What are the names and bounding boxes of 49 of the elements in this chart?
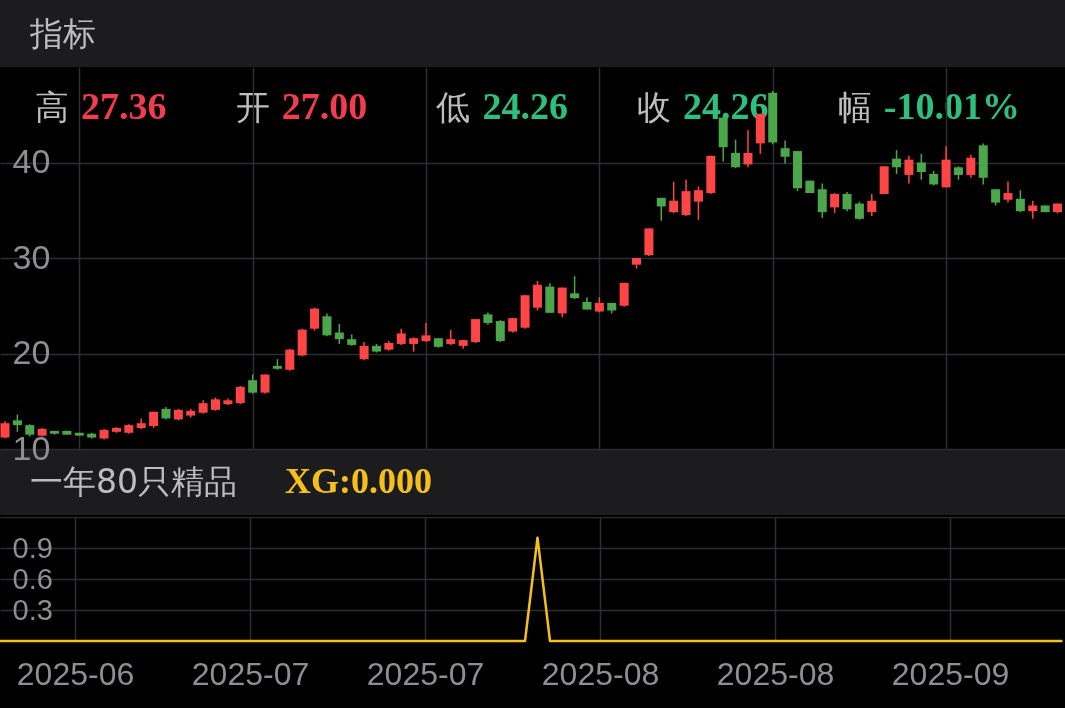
candlestick [817,182,827,219]
candlestick [334,323,344,345]
candlestick [916,153,926,181]
y-tick-label: 0.9 [12,531,53,564]
x-tick-label: 2025-09 [891,655,1010,692]
y-tick-label: 0.3 [12,593,53,626]
candlestick [285,347,295,372]
candlestick [421,322,431,343]
x-tick-label: 2025-08 [716,655,835,692]
candlestick [570,275,580,300]
candlestick [359,341,369,361]
candlestick [904,155,914,185]
candlestick [830,192,840,214]
candlestick [842,191,852,212]
candlestick [743,129,753,169]
candlestick [669,180,679,214]
candlestick [322,312,332,338]
candlestick [495,319,505,343]
candlestick [693,185,703,221]
candlestick [892,149,902,175]
candlestick [1015,189,1025,213]
candlestick [731,138,741,169]
candlestick [966,154,976,179]
text: XG:0.000 [285,460,432,502]
candlestick [235,385,245,405]
candlestick [854,200,864,221]
candlestick [1003,180,1013,204]
x-tick-label: 2025-07 [366,655,485,692]
chart-title: 指标 [30,12,96,55]
y-tick-label: 0.6 [12,562,53,595]
annotation: 高 27.36 [35,85,167,127]
candlestick [248,373,258,395]
candlestick [867,193,877,217]
candlestick [310,306,320,332]
annotation: 开 27.00 [235,85,368,127]
candlestick [681,178,691,217]
x-tick-label: 2025-08 [541,655,660,692]
candlestick [471,318,481,344]
x-tick-label: 2025-06 [16,655,135,692]
candlestick [532,280,542,312]
y-tick-label: 40 [12,142,51,180]
y-tick-label: 20 [12,333,51,371]
annotation: 收 24.26 [637,85,769,127]
x-tick-label: 2025-07 [191,655,310,692]
candlestick [1028,199,1038,220]
annotation: 低 24.26 [436,85,568,127]
y-tick-label: 30 [12,237,51,276]
annotation: 幅 -10.01% [837,85,1020,127]
candlestick [780,139,790,165]
